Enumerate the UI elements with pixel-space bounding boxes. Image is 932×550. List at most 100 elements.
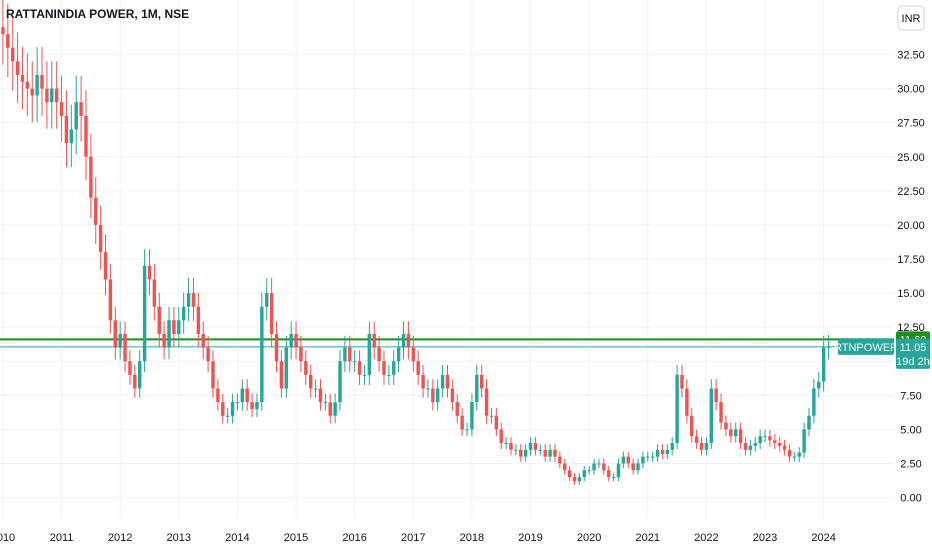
candle-body xyxy=(401,333,406,348)
candle-body xyxy=(455,402,459,416)
candle-body xyxy=(118,333,122,348)
x-tick-label: 2021 xyxy=(636,532,660,544)
time-axis[interactable]: 2010 2011 2012 2013 2014 2015 2016 2017 2018 2019… xyxy=(0,532,836,544)
candle-body xyxy=(133,374,137,389)
candle-body xyxy=(392,361,396,375)
candle-body xyxy=(553,449,557,457)
candle-body xyxy=(773,440,777,444)
candle-body xyxy=(602,463,606,471)
candle-body xyxy=(631,463,635,471)
candle-body xyxy=(362,374,367,376)
x-tick-label: 2020 xyxy=(577,532,601,544)
candle-body xyxy=(372,333,376,348)
candle-body xyxy=(172,320,176,334)
candle-body xyxy=(606,470,611,478)
currency-button[interactable]: INR xyxy=(897,5,925,31)
x-tick-label: 2024 xyxy=(811,532,835,544)
candle-body xyxy=(177,320,181,334)
candle-body xyxy=(269,293,274,334)
candle-body xyxy=(709,388,714,444)
candle-body xyxy=(45,88,49,103)
candle-body xyxy=(826,346,831,348)
candle-body xyxy=(523,449,528,457)
candle-body xyxy=(660,449,665,454)
candle-body xyxy=(69,129,74,144)
candle-body xyxy=(157,306,161,334)
candle-body xyxy=(699,443,704,450)
candle-body xyxy=(431,388,435,403)
candle-body xyxy=(704,443,709,450)
candle-body xyxy=(768,436,772,441)
candle-body xyxy=(221,402,225,416)
candle-body xyxy=(738,429,743,444)
candle-body xyxy=(670,443,674,450)
currency-label: INR xyxy=(902,13,921,25)
candle-body xyxy=(675,374,679,444)
candle-body xyxy=(821,347,826,382)
candle-body xyxy=(294,333,298,348)
x-tick-label: 2010 xyxy=(0,532,15,544)
candle-body xyxy=(680,374,684,389)
candle-body xyxy=(734,429,738,437)
candle-body xyxy=(479,374,484,389)
candle-body xyxy=(211,361,215,389)
candle-body xyxy=(54,88,59,103)
candle-body xyxy=(235,402,240,404)
candle-body xyxy=(348,347,352,362)
candle-body xyxy=(352,361,357,363)
candle-body xyxy=(181,306,186,321)
candle-body xyxy=(641,456,645,464)
candle-body xyxy=(323,402,328,404)
candle-body xyxy=(650,456,655,458)
y-tick-label: 0.00 xyxy=(900,493,921,505)
candle-body xyxy=(113,320,118,348)
candle-body xyxy=(812,388,816,416)
candle-body xyxy=(421,374,425,389)
candle-body xyxy=(308,374,313,389)
candle-body xyxy=(123,333,127,362)
candle-body xyxy=(665,449,670,454)
candle-body xyxy=(328,402,332,416)
candle-body xyxy=(807,415,811,430)
x-tick-label: 2018 xyxy=(460,532,484,544)
candle-body xyxy=(572,477,577,482)
y-tick-label: 25.00 xyxy=(897,152,925,164)
candle-body xyxy=(186,293,191,307)
y-tick-label: 32.50 xyxy=(897,50,925,62)
candle-body xyxy=(587,470,591,472)
candle-body xyxy=(519,449,523,457)
candle-body xyxy=(543,449,547,457)
x-tick-label: 2012 xyxy=(108,532,132,544)
current-price-tag: RTNPOWER 11.05 19d 2h xyxy=(834,338,930,369)
candle-body xyxy=(396,347,401,362)
candle-body xyxy=(250,402,254,409)
candle-body xyxy=(25,81,30,89)
candle-body xyxy=(636,463,640,471)
countdown-label: 19d 2h xyxy=(896,356,930,368)
symbol-label: RTNPOWER xyxy=(834,342,898,354)
candle-body xyxy=(748,445,753,450)
candle-body xyxy=(333,402,337,416)
candle-body xyxy=(94,197,98,225)
candle-body xyxy=(484,388,489,416)
candle-body xyxy=(162,333,166,348)
chart-title: RATTANINDIA POWER, 1M, NSE xyxy=(6,7,189,21)
candle-body xyxy=(582,470,586,478)
candle-body xyxy=(792,456,797,458)
candle-body xyxy=(558,456,562,464)
candle-body xyxy=(15,61,20,75)
candle-body xyxy=(533,443,538,450)
candle-body xyxy=(35,74,39,96)
candle-body xyxy=(230,402,235,416)
candle-body xyxy=(724,422,728,430)
candle-body xyxy=(225,415,230,417)
candle-body xyxy=(64,115,69,144)
candle-body xyxy=(611,477,616,479)
candle-body xyxy=(445,374,450,389)
x-tick-label: 2023 xyxy=(753,532,777,544)
y-tick-label: 27.50 xyxy=(897,118,925,130)
x-tick-label: 2016 xyxy=(342,532,366,544)
candle-body xyxy=(6,34,10,48)
candle-body xyxy=(714,388,718,403)
